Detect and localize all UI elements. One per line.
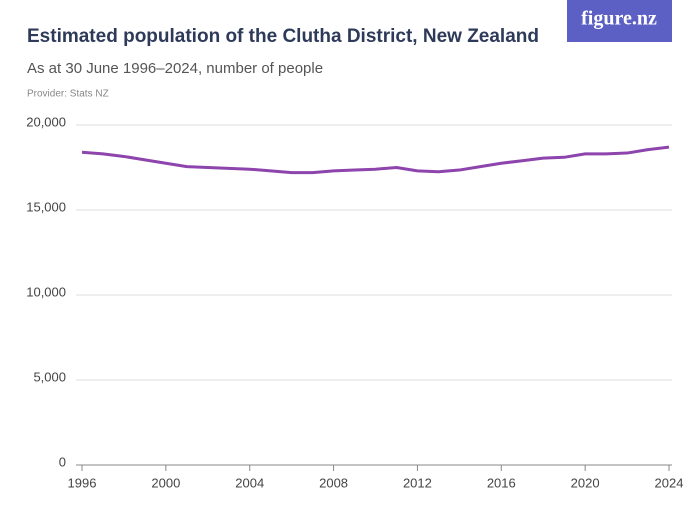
y-tick-label: 0: [59, 454, 66, 469]
chart-subtitle: As at 30 June 1996–2024, number of peopl…: [27, 60, 323, 77]
x-tick-label: 2012: [403, 475, 432, 490]
x-tick-label: 2020: [571, 475, 600, 490]
provider: Provider: Stats NZ: [27, 89, 109, 100]
x-tick-label: 2024: [655, 475, 684, 490]
x-tick-label: 2008: [319, 475, 348, 490]
x-tick-label: 2000: [151, 475, 180, 490]
y-tick-label: 5,000: [33, 369, 66, 384]
x-tick-label: 2016: [487, 475, 516, 490]
logo: figure.nz: [581, 8, 657, 30]
y-tick-label: 15,000: [26, 199, 66, 214]
x-tick-label: 2004: [235, 475, 264, 490]
chart-title: Estimated population of the Clutha Distr…: [27, 26, 539, 47]
y-tick-label: 10,000: [26, 284, 66, 299]
y-tick-label: 20,000: [26, 114, 66, 129]
line: [81, 145, 670, 175]
x-tick-label: 1996: [68, 475, 97, 490]
logo-box: [567, 0, 672, 42]
